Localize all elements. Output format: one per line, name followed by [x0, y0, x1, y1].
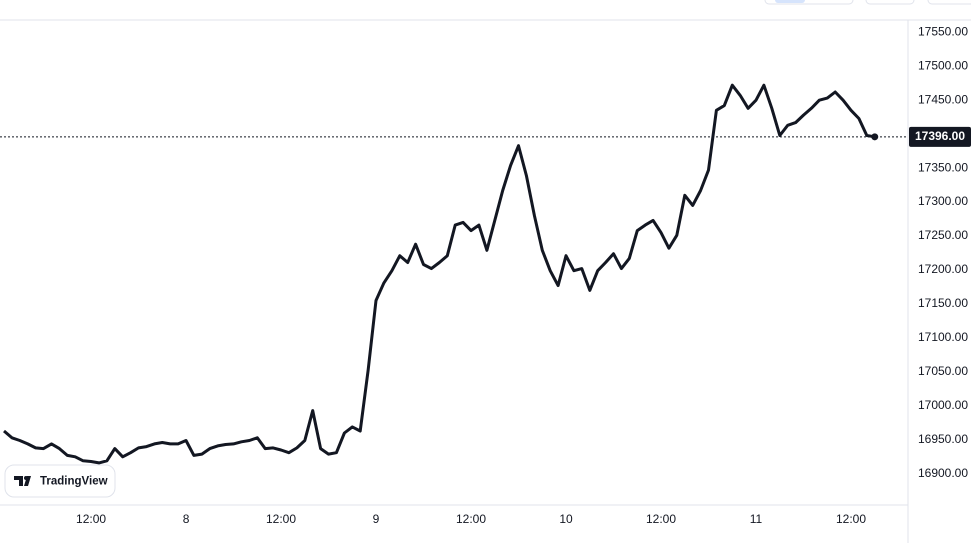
logo-icon-dot: [24, 476, 28, 480]
last-price-tag: [909, 126, 971, 147]
x-tick-label: 10: [559, 512, 573, 526]
y-tick-label: 17550.00: [918, 24, 968, 38]
last-point: [871, 133, 879, 141]
y-tick-label: 16950.00: [918, 432, 968, 446]
y-tick-label: 17100.00: [918, 330, 968, 344]
x-tick-label: 9: [373, 512, 380, 526]
x-tick-label: 12:00: [646, 512, 676, 526]
y-tick-label: 17300.00: [918, 194, 968, 208]
price-line: [3, 83, 876, 465]
y-tick-label: 17250.00: [918, 228, 968, 242]
x-tick-label: 12:00: [76, 512, 106, 526]
logo[interactable]: TradingView: [4, 464, 116, 498]
y-tick-label: 17450.00: [918, 92, 968, 106]
y-tick-label: 17200.00: [918, 262, 968, 276]
y-tick-label: 17150.00: [918, 296, 968, 310]
y-tick-label: 17000.00: [918, 398, 968, 412]
x-tick-label: 11: [750, 512, 763, 526]
toolbar-button-active[interactable]: [775, 0, 805, 3]
y-tick-label: 17350.00: [918, 160, 968, 174]
x-tick-label: 12:00: [456, 512, 486, 526]
x-tick-label: 8: [183, 512, 190, 526]
toolbar-button[interactable]: [865, 0, 915, 5]
y-tick-label: 17050.00: [918, 364, 968, 378]
logo-box[interactable]: [4, 464, 116, 498]
x-tick-label: 12:00: [836, 512, 866, 526]
toolbar-button[interactable]: [927, 0, 971, 5]
y-tick-label: 17500.00: [918, 58, 968, 72]
last-price-label: 17396.00: [915, 129, 965, 143]
logo-text: TradingView: [40, 476, 108, 488]
y-tick-label: 16900.00: [918, 466, 968, 480]
x-tick-label: 12:00: [266, 512, 296, 526]
